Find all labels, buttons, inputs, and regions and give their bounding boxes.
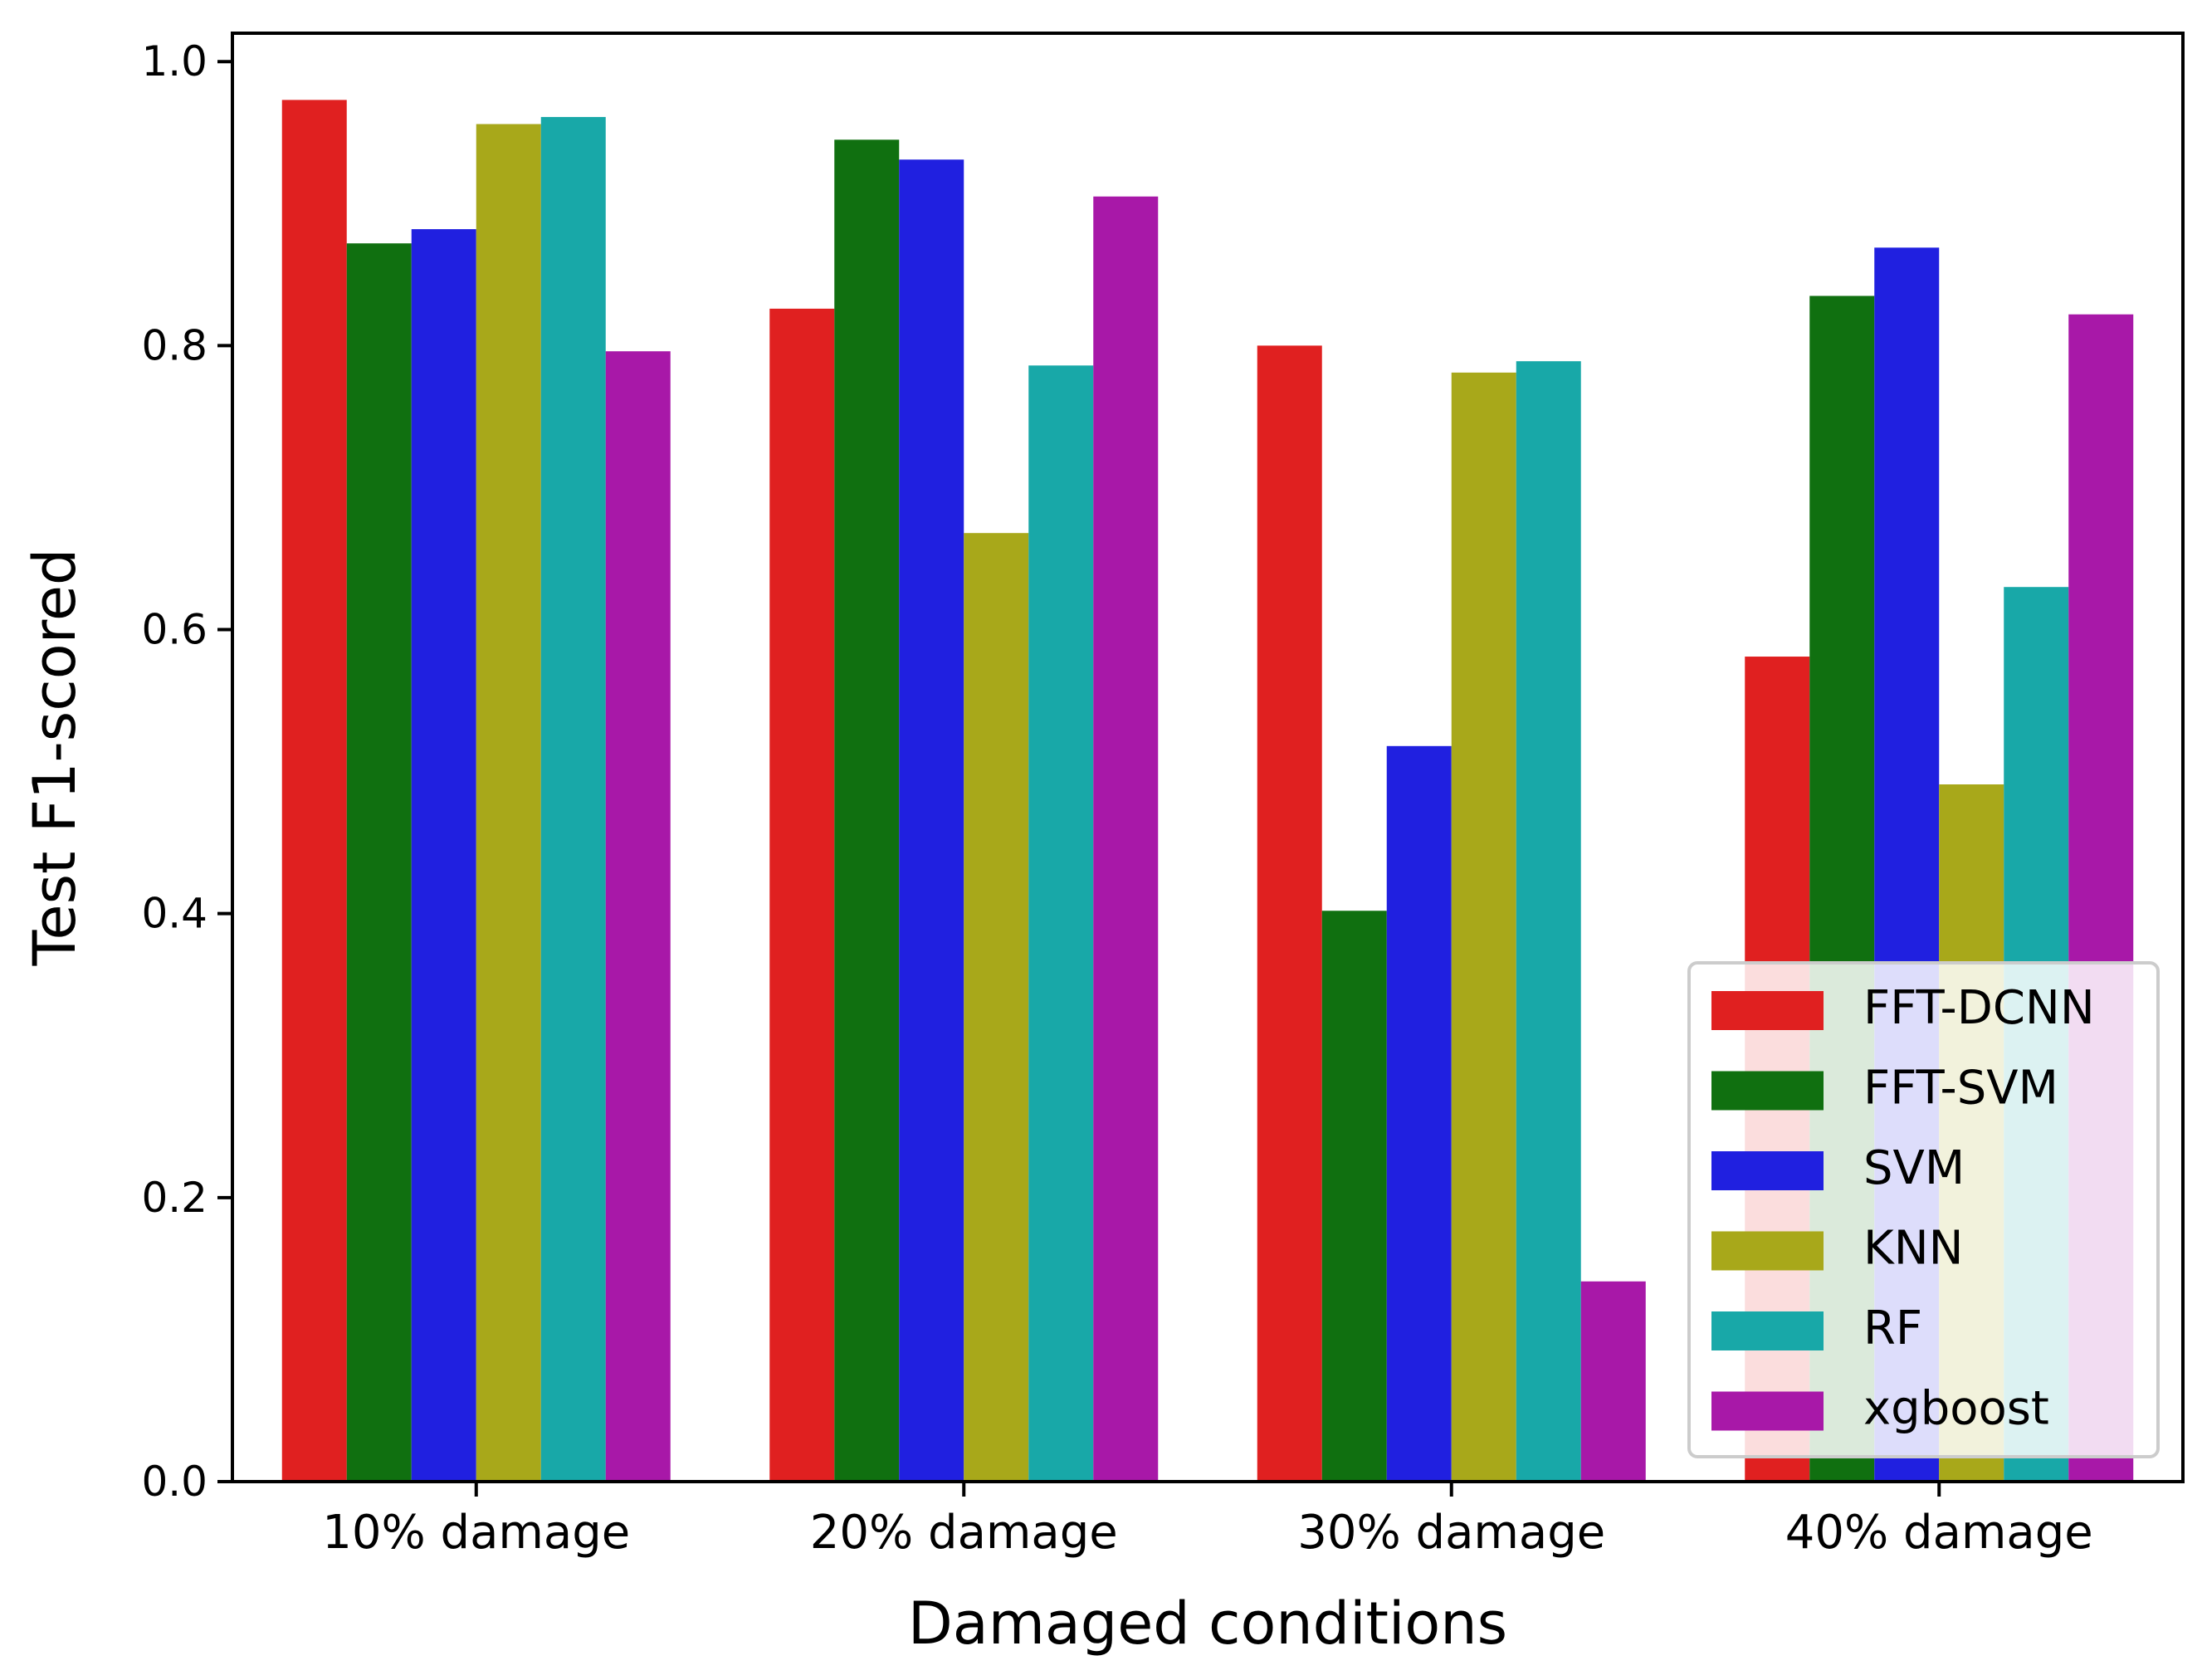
legend-label-svm: SVM: [1863, 1141, 1965, 1195]
bars-layer: [281, 100, 2134, 1482]
legend-label-rf: RF: [1863, 1302, 1922, 1355]
bar-fft-svm-3: [1321, 911, 1387, 1482]
bar-svm-2: [899, 159, 964, 1482]
legend-swatch-knn: [1711, 1231, 1824, 1271]
x-tick-label: 20% damage: [810, 1506, 1118, 1560]
y-tick-label: 0.0: [141, 1458, 208, 1506]
legend-label-xgboost: xgboost: [1863, 1382, 2049, 1436]
bar-fft-svm-2: [834, 139, 900, 1482]
bar-xgboost-1: [605, 351, 671, 1482]
x-tick-label: 10% damage: [322, 1506, 630, 1560]
legend-label-fft-svm: FFT-SVM: [1863, 1062, 2058, 1116]
legend-swatch-rf: [1711, 1311, 1824, 1350]
x-tick-label: 40% damage: [1785, 1506, 2093, 1560]
legend-swatch-svm: [1711, 1151, 1824, 1190]
y-tick-label: 0.4: [141, 890, 208, 938]
bar-svm-1: [411, 229, 476, 1482]
bar-rf-2: [1028, 365, 1094, 1482]
bar-fft-dcnn-2: [769, 308, 835, 1482]
y-tick-label: 0.6: [141, 606, 208, 654]
y-axis: 0.0 0.2 0.4 0.6 0.8 1.0: [141, 37, 232, 1506]
bar-fft-dcnn-3: [1257, 345, 1322, 1482]
y-tick-label: 0.2: [141, 1174, 208, 1222]
legend-swatch-fft-dcnn: [1711, 991, 1824, 1030]
bar-xgboost-2: [1093, 196, 1159, 1482]
y-tick-label: 1.0: [141, 37, 208, 85]
x-tick-label: 30% damage: [1297, 1506, 1605, 1560]
bar-svm-3: [1386, 745, 1452, 1482]
bar-rf-3: [1516, 361, 1581, 1482]
x-axis: 10% damage 20% damage 30% damage 40% damage: [322, 1482, 2093, 1560]
bar-fft-svm-1: [346, 243, 412, 1482]
y-axis-label: Test F1-scored: [21, 549, 89, 967]
bar-xgboost-3: [1580, 1281, 1646, 1482]
bar-knn-2: [964, 533, 1029, 1482]
legend-swatch-fft-svm: [1711, 1071, 1824, 1111]
legend-label-knn: KNN: [1863, 1222, 1964, 1276]
legend: FFT-DCNN FFT-SVM SVM KNN RF xgboost: [1687, 961, 2160, 1458]
legend-swatch-xgboost: [1711, 1391, 1824, 1431]
y-tick-label: 0.8: [141, 321, 208, 369]
bar-knn-1: [476, 124, 541, 1482]
bar-rf-1: [540, 116, 606, 1482]
x-axis-label: Damaged conditions: [908, 1590, 1507, 1658]
plot-frame: [231, 32, 2185, 1483]
legend-label-fft-dcnn: FFT-DCNN: [1863, 981, 2095, 1035]
bar-knn-3: [1451, 372, 1516, 1482]
bar-fft-dcnn-1: [281, 100, 347, 1482]
